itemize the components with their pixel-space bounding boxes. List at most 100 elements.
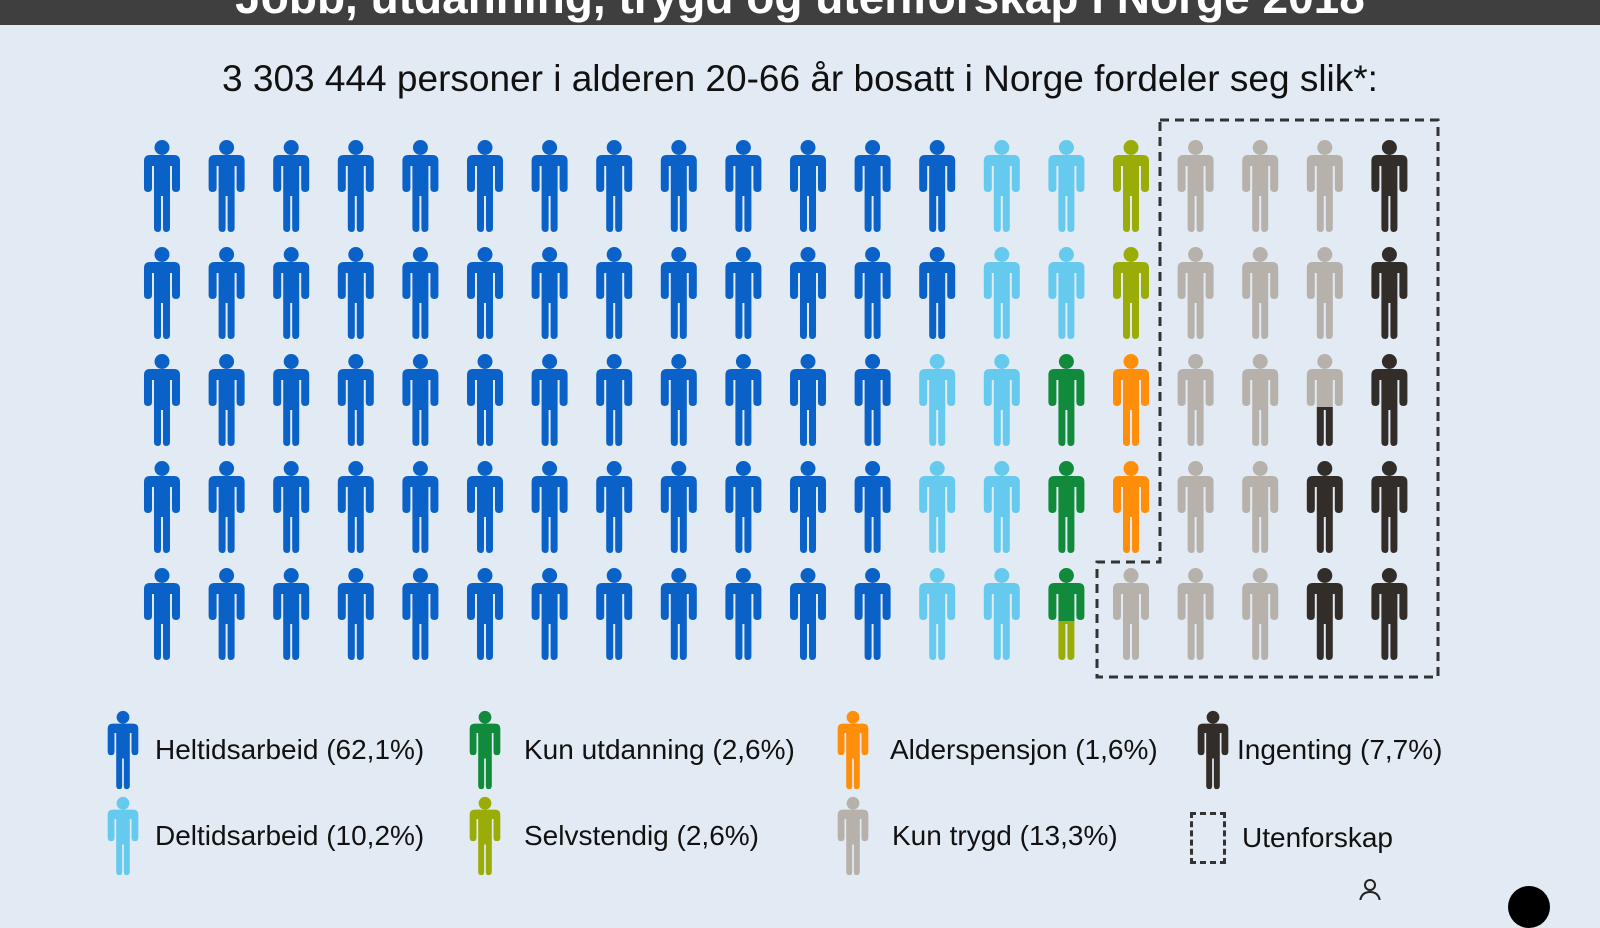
person-icon-r5-c5 — [402, 568, 439, 660]
person-icon-r2-c15 — [1048, 247, 1085, 339]
person-icon-r5-c8 — [596, 568, 633, 660]
person-icon-r4-c6 — [467, 461, 503, 553]
person-icon-r4-c12 — [854, 461, 891, 553]
person-icon-r5-c18 — [1242, 568, 1279, 660]
person-icon-r4-c2 — [208, 461, 245, 553]
person-icon-r4-c14 — [983, 461, 1020, 553]
person-icon-r1-c3 — [273, 140, 310, 232]
legend-label-heltid: Heltidsarbeid (62,1%) — [155, 734, 425, 765]
person-icon-r1-c9 — [660, 140, 697, 232]
person-icon-r3-c9 — [660, 354, 697, 446]
person-icon-r5-c16 — [1113, 568, 1149, 660]
person-icon-r3-c19 — [1306, 354, 1343, 446]
person-icon-r5-c9 — [660, 568, 697, 660]
person-icon-r1-c13 — [919, 140, 956, 232]
legend-person-icon-selvstendig — [469, 796, 501, 876]
person-icon-r1-c14 — [983, 140, 1020, 232]
person-icon-r5-c7 — [531, 568, 568, 660]
person-icon-r5-c20 — [1371, 568, 1408, 660]
person-icon-r1-c20 — [1371, 140, 1408, 232]
legend-label-ingenting: Ingenting (7,7%) — [1237, 734, 1443, 765]
person-icon-r5-c2 — [208, 568, 245, 660]
person-icon-r3-c13 — [919, 354, 956, 446]
person-icon-r3-c3 — [273, 354, 310, 446]
person-icon-r3-c6 — [467, 354, 503, 446]
person-icon-r3-c4 — [337, 354, 374, 446]
person-icon-r5-c11 — [790, 568, 826, 660]
person-icon-r4-c11 — [790, 461, 826, 553]
page-title: Jobb, utdanning, trygd og utenforskap i … — [0, 0, 1600, 24]
person-icon-r4-c16 — [1113, 461, 1149, 553]
person-icon-r5-c6 — [467, 568, 503, 660]
pictogram-chart — [144, 118, 1440, 679]
person-icon-r1-c12 — [854, 140, 891, 232]
legend-label-utdanning: Kun utdanning (2,6%) — [524, 734, 795, 765]
person-icon-r2-c17 — [1177, 247, 1214, 339]
person-icon-r3-c20 — [1371, 354, 1408, 446]
person-icon-r1-c10 — [725, 140, 762, 232]
person-icon-r5-c19 — [1306, 568, 1343, 660]
utenforskap-outline — [1095, 118, 1440, 679]
person-icon-r2-c19 — [1306, 247, 1343, 339]
person-icon-r1-c19 — [1306, 140, 1343, 232]
person-icon-r5-c10 — [725, 568, 762, 660]
legend-label-trygd: Kun trygd (13,3%) — [892, 820, 1118, 851]
person-icon-r2-c2 — [208, 247, 245, 339]
title-bar: Jobb, utdanning, trygd og utenforskap i … — [0, 0, 1600, 25]
person-outline-icon — [1356, 878, 1384, 900]
person-icon-r1-c1 — [144, 140, 180, 232]
person-icon-r4-c9 — [660, 461, 697, 553]
person-icon-r2-c7 — [531, 247, 568, 339]
person-icon-r5-c17 — [1177, 568, 1214, 660]
person-icon-r3-c18 — [1242, 354, 1279, 446]
person-icon-r4-c7 — [531, 461, 568, 553]
person-icon-r5-c14 — [983, 568, 1020, 660]
legend-person-icon-utdanning — [469, 710, 501, 790]
person-icon-r5-c13 — [919, 568, 956, 660]
person-icon-r1-c16 — [1113, 140, 1149, 232]
person-icon-r4-c19 — [1306, 461, 1343, 553]
person-icon-r3-c15 — [1048, 354, 1085, 446]
person-icon-r2-c11 — [790, 247, 826, 339]
person-icon-r3-c7 — [531, 354, 568, 446]
person-icon-r2-c6 — [467, 247, 503, 339]
person-icon-r3-c1 — [144, 354, 180, 446]
person-icon-r4-c4 — [337, 461, 374, 553]
legend-label-deltid: Deltidsarbeid (10,2%) — [155, 820, 425, 851]
person-icon-r2-c20 — [1371, 247, 1408, 339]
person-icon-r1-c11 — [790, 140, 826, 232]
person-icon-r2-c9 — [660, 247, 697, 339]
person-icon-r2-c16 — [1113, 247, 1149, 339]
person-icon-r1-c2 — [208, 140, 245, 232]
person-icon-r4-c3 — [273, 461, 310, 553]
person-icon-r1-c4 — [337, 140, 374, 232]
person-icon-r4-c5 — [402, 461, 439, 553]
person-icon-r3-c16 — [1113, 354, 1149, 446]
person-icon-r4-c10 — [725, 461, 762, 553]
person-icon-r2-c8 — [596, 247, 633, 339]
person-icon-r4-c13 — [919, 461, 956, 553]
person-icon-r3-c10 — [725, 354, 762, 446]
legend-label-selvstendig: Selvstendig (2,6%) — [524, 820, 760, 851]
person-icon-r4-c8 — [596, 461, 633, 553]
legend-person-icon-alderspensjon — [837, 710, 869, 790]
person-icon-r4-c18 — [1242, 461, 1279, 553]
person-icon-r1-c18 — [1242, 140, 1279, 232]
legend-person-icon-ingenting — [1197, 710, 1229, 790]
legend-label-alderspensjon: Alderspensjon (1,6%) — [890, 734, 1158, 765]
person-icon-r5-c4 — [337, 568, 374, 660]
person-icon-r3-c5 — [402, 354, 439, 446]
person-icon-r3-c11 — [790, 354, 826, 446]
person-icon-r4-c20 — [1371, 461, 1408, 553]
dashed-box-icon — [1190, 812, 1226, 864]
person-icon-r3-c14 — [983, 354, 1020, 446]
person-icon-r4-c1 — [144, 461, 180, 553]
person-icon-r5-c1 — [144, 568, 180, 660]
person-icon-r2-c4 — [337, 247, 374, 339]
person-icon-r2-c1 — [144, 247, 180, 339]
person-icon-r2-c12 — [854, 247, 891, 339]
chart-subtitle: 3 303 444 personer i alderen 20-66 år bo… — [222, 58, 1378, 99]
person-icon-r1-c17 — [1177, 140, 1214, 232]
person-icon-r2-c18 — [1242, 247, 1279, 339]
person-icon-r5-c12 — [854, 568, 891, 660]
